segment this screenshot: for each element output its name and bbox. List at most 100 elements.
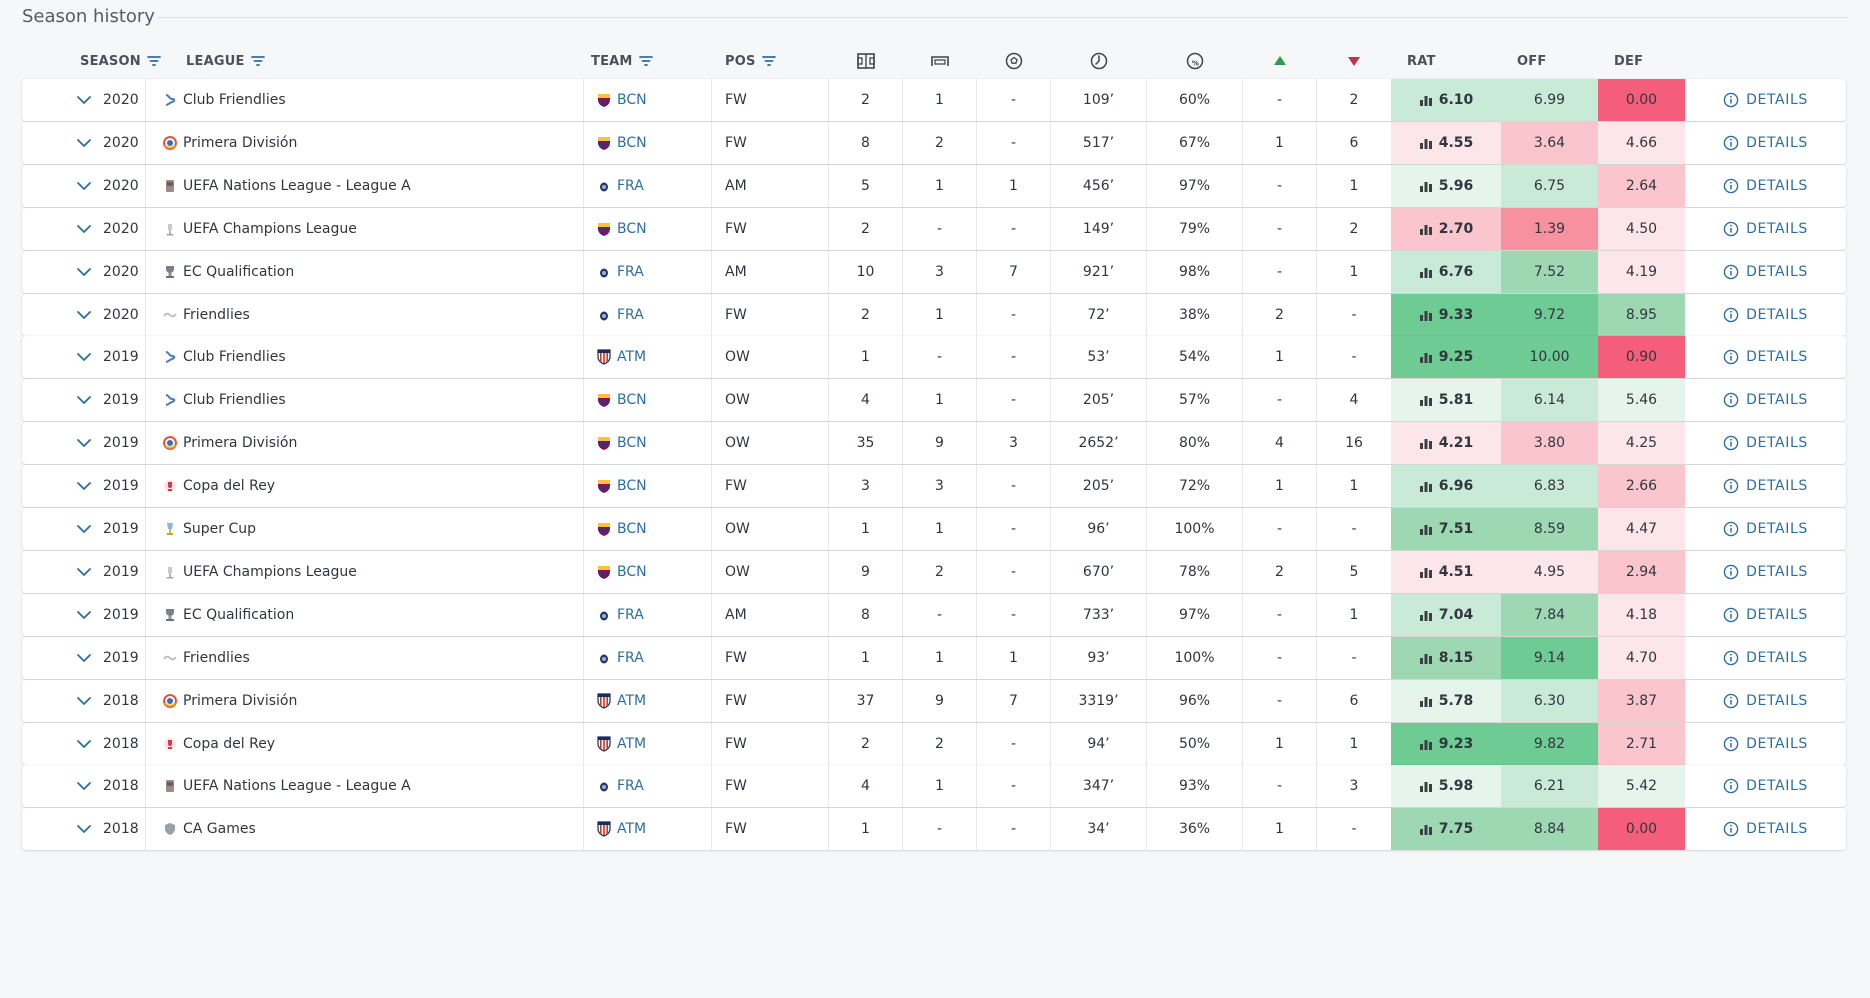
- expand-toggle[interactable]: 2020: [22, 293, 146, 336]
- team-link[interactable]: FRA: [617, 306, 644, 323]
- table-row[interactable]: 2018 CA Games ATM FW 1- -34’ 36% 1-7.75 8.84 0.00…: [22, 808, 1846, 851]
- up-column-header[interactable]: [1243, 46, 1317, 76]
- expand-toggle[interactable]: 2019: [22, 465, 146, 508]
- table-row[interactable]: 2020 Club Friendlies BCN FW 2 1-109’ 60% -2 6.10…: [22, 79, 1846, 121]
- team-cell[interactable]: ATM: [584, 722, 712, 765]
- details-button[interactable]: DETAILS: [1685, 508, 1846, 550]
- appearances-column-header[interactable]: [829, 46, 903, 76]
- expand-toggle[interactable]: 2019: [22, 336, 146, 379]
- team-cell[interactable]: FRA: [584, 250, 712, 293]
- assists-column-header[interactable]: [977, 46, 1051, 76]
- team-link[interactable]: ATM: [617, 692, 647, 709]
- details-button[interactable]: DETAILS: [1685, 294, 1846, 336]
- details-button[interactable]: DETAILS: [1685, 465, 1846, 507]
- details-label[interactable]: DETAILS: [1746, 692, 1808, 709]
- team-cell[interactable]: BCN: [584, 422, 712, 465]
- table-row[interactable]: 2019 Club Friendlies BCN OW 4 1-205’ 57% -4 5.81…: [22, 379, 1846, 422]
- details-button[interactable]: DETAILS: [1685, 594, 1846, 636]
- team-link[interactable]: FRA: [617, 649, 644, 666]
- details-button[interactable]: DETAILS: [1685, 637, 1846, 679]
- details-button[interactable]: DETAILS: [1685, 723, 1846, 765]
- team-link[interactable]: BCN: [617, 392, 647, 409]
- details-button[interactable]: DETAILS: [1685, 808, 1846, 850]
- team-column-header[interactable]: TEAM: [591, 46, 653, 76]
- details-label[interactable]: DETAILS: [1746, 521, 1808, 537]
- pos-column-header[interactable]: POS: [725, 46, 776, 76]
- expand-toggle[interactable]: 2018: [22, 722, 146, 765]
- details-label[interactable]: DETAILS: [1746, 563, 1808, 580]
- table-row[interactable]: 2019 EC Qualification FRA AM 8- -733’ 97% -1 7.0…: [22, 593, 1846, 636]
- table-row[interactable]: 2019 UEFA Champions League BCN OW 9 2-670’ 78%…: [22, 550, 1846, 593]
- team-cell[interactable]: BCN: [584, 465, 712, 508]
- details-button[interactable]: DETAILS: [1685, 208, 1846, 250]
- season-column-header[interactable]: SEASON: [80, 46, 161, 76]
- expand-toggle[interactable]: 2020: [22, 164, 146, 207]
- team-link[interactable]: BCN: [617, 521, 647, 537]
- table-row[interactable]: 2019 Primera División BCN OW 35 9 3 2652’ 80% 4 16…: [22, 422, 1846, 465]
- details-label[interactable]: DETAILS: [1746, 349, 1808, 366]
- details-label[interactable]: DETAILS: [1746, 478, 1808, 495]
- table-row[interactable]: 2020 UEFA Nations League - League A FRA AM 5…: [22, 164, 1846, 207]
- expand-toggle[interactable]: 2018: [22, 765, 146, 808]
- expand-toggle[interactable]: 2020: [22, 207, 146, 250]
- expand-toggle[interactable]: 2019: [22, 422, 146, 465]
- table-row[interactable]: 2019 Club Friendlies ATM OW 1- -53’ 54% 1-9.25 1…: [22, 336, 1846, 379]
- expand-toggle[interactable]: 2019: [22, 636, 146, 679]
- table-row[interactable]: 2020 EC Qualification FRA AM 10 3 7 921’ 98% - 1 6.…: [22, 250, 1846, 293]
- table-row[interactable]: 2020 UEFA Champions League BCN FW 2- -149’ 79%…: [22, 207, 1846, 250]
- details-button[interactable]: DETAILS: [1685, 79, 1846, 121]
- team-link[interactable]: FRA: [617, 778, 644, 795]
- team-link[interactable]: BCN: [617, 435, 647, 452]
- details-label[interactable]: DETAILS: [1746, 134, 1808, 151]
- team-link[interactable]: ATM: [617, 735, 647, 752]
- expand-toggle[interactable]: 2020: [22, 250, 146, 293]
- team-link[interactable]: BCN: [617, 92, 647, 108]
- off-column-header[interactable]: OFF: [1517, 53, 1547, 69]
- team-link[interactable]: BCN: [617, 563, 647, 580]
- details-button[interactable]: DETAILS: [1685, 551, 1846, 593]
- expand-toggle[interactable]: 2019: [22, 550, 146, 593]
- expand-toggle[interactable]: 2020: [22, 79, 146, 121]
- details-label[interactable]: DETAILS: [1746, 92, 1808, 108]
- goals-column-header[interactable]: [903, 46, 977, 76]
- pass-accuracy-column-header[interactable]: %: [1147, 46, 1243, 76]
- expand-toggle[interactable]: 2019: [22, 593, 146, 636]
- team-link[interactable]: FRA: [617, 263, 644, 280]
- team-cell[interactable]: BCN: [584, 379, 712, 422]
- team-cell[interactable]: FRA: [584, 293, 712, 336]
- team-cell[interactable]: ATM: [584, 336, 712, 379]
- details-label[interactable]: DETAILS: [1746, 649, 1808, 666]
- team-cell[interactable]: BCN: [584, 207, 712, 250]
- details-label[interactable]: DETAILS: [1746, 735, 1808, 752]
- minutes-column-header[interactable]: [1051, 46, 1147, 76]
- details-button[interactable]: DETAILS: [1685, 765, 1846, 807]
- details-button[interactable]: DETAILS: [1685, 122, 1846, 164]
- expand-toggle[interactable]: 2020: [22, 121, 146, 164]
- expand-toggle[interactable]: 2019: [22, 508, 146, 550]
- team-cell[interactable]: BCN: [584, 79, 712, 121]
- team-cell[interactable]: FRA: [584, 593, 712, 636]
- team-cell[interactable]: BCN: [584, 550, 712, 593]
- details-button[interactable]: DETAILS: [1685, 251, 1846, 293]
- team-link[interactable]: ATM: [617, 349, 647, 366]
- team-cell[interactable]: BCN: [584, 121, 712, 164]
- table-row[interactable]: 2019 Super Cup BCN OW 1 1-96’ 100% - -7.51 8.59 4.…: [22, 508, 1846, 550]
- team-link[interactable]: BCN: [617, 134, 647, 151]
- details-label[interactable]: DETAILS: [1746, 263, 1808, 280]
- team-link[interactable]: FRA: [617, 177, 644, 194]
- details-button[interactable]: DETAILS: [1685, 379, 1846, 421]
- def-column-header[interactable]: DEF: [1614, 53, 1644, 69]
- details-label[interactable]: DETAILS: [1746, 821, 1808, 838]
- table-row[interactable]: 2019 Friendlies FRA FW 1 1 1 93’ 100% - -8.15 9.14 4…: [22, 636, 1846, 679]
- table-row[interactable]: 2020 Primera División BCN FW 8 2-517’ 67% 1 6 4.5…: [22, 121, 1846, 164]
- details-label[interactable]: DETAILS: [1746, 220, 1808, 237]
- team-link[interactable]: BCN: [617, 478, 647, 495]
- details-button[interactable]: DETAILS: [1685, 680, 1846, 722]
- table-row[interactable]: 2018 Primera División ATM FW 37 9 7 3319’ 96% - 6 5…: [22, 679, 1846, 722]
- details-button[interactable]: DETAILS: [1685, 165, 1846, 207]
- team-link[interactable]: FRA: [617, 606, 644, 623]
- team-link[interactable]: ATM: [617, 821, 647, 838]
- down-column-header[interactable]: [1317, 46, 1391, 76]
- table-row[interactable]: 2018 Copa del Rey ATM FW 2 2-94’ 50% 1 1 9.23 9.82…: [22, 722, 1846, 765]
- details-label[interactable]: DETAILS: [1746, 306, 1808, 323]
